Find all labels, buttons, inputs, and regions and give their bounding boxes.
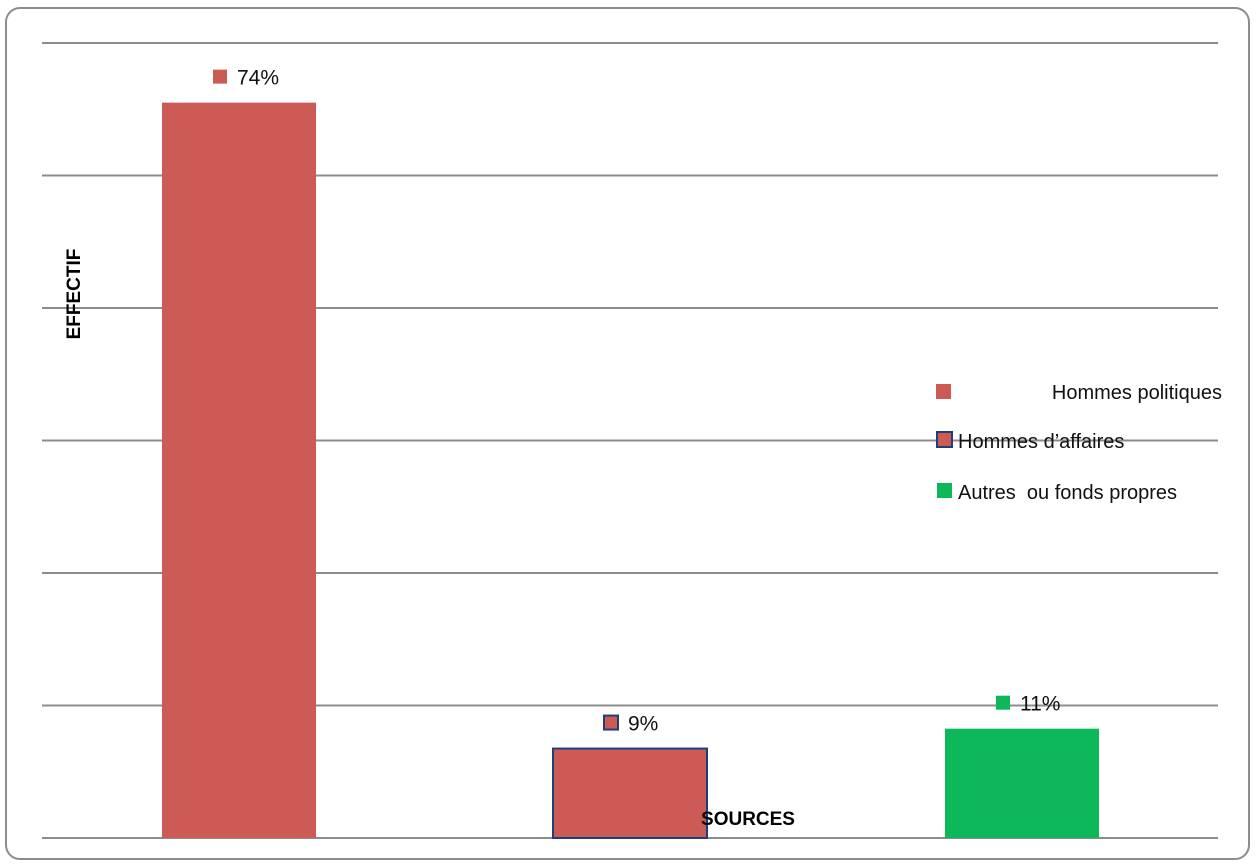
data-label: 9% xyxy=(628,713,658,736)
legend-marker xyxy=(936,384,951,399)
bar xyxy=(162,102,316,838)
y-axis-title: EFFECTIF xyxy=(64,249,85,340)
bar xyxy=(552,747,708,839)
legend-label: Autres ou fonds propres xyxy=(958,482,1177,504)
data-label-marker xyxy=(603,714,619,731)
legend: Hommes politiques Hommes d’affaires Autres… xyxy=(936,382,1222,504)
legend-marker xyxy=(937,483,952,498)
data-labels: 74% 9% 11% xyxy=(213,67,1060,736)
data-label: 74% xyxy=(237,67,279,90)
data-label-marker xyxy=(996,695,1010,710)
data-label-marker xyxy=(213,69,227,84)
data-label: 11% xyxy=(1020,693,1060,716)
bar xyxy=(945,728,1099,838)
bars xyxy=(162,102,1099,839)
legend-label: Hommes politiques xyxy=(1052,382,1222,404)
legend-marker xyxy=(936,431,953,448)
chart-frame xyxy=(5,7,1250,860)
legend-label: Hommes d’affaires xyxy=(958,431,1124,453)
x-axis-title: SOURCES xyxy=(701,809,795,830)
